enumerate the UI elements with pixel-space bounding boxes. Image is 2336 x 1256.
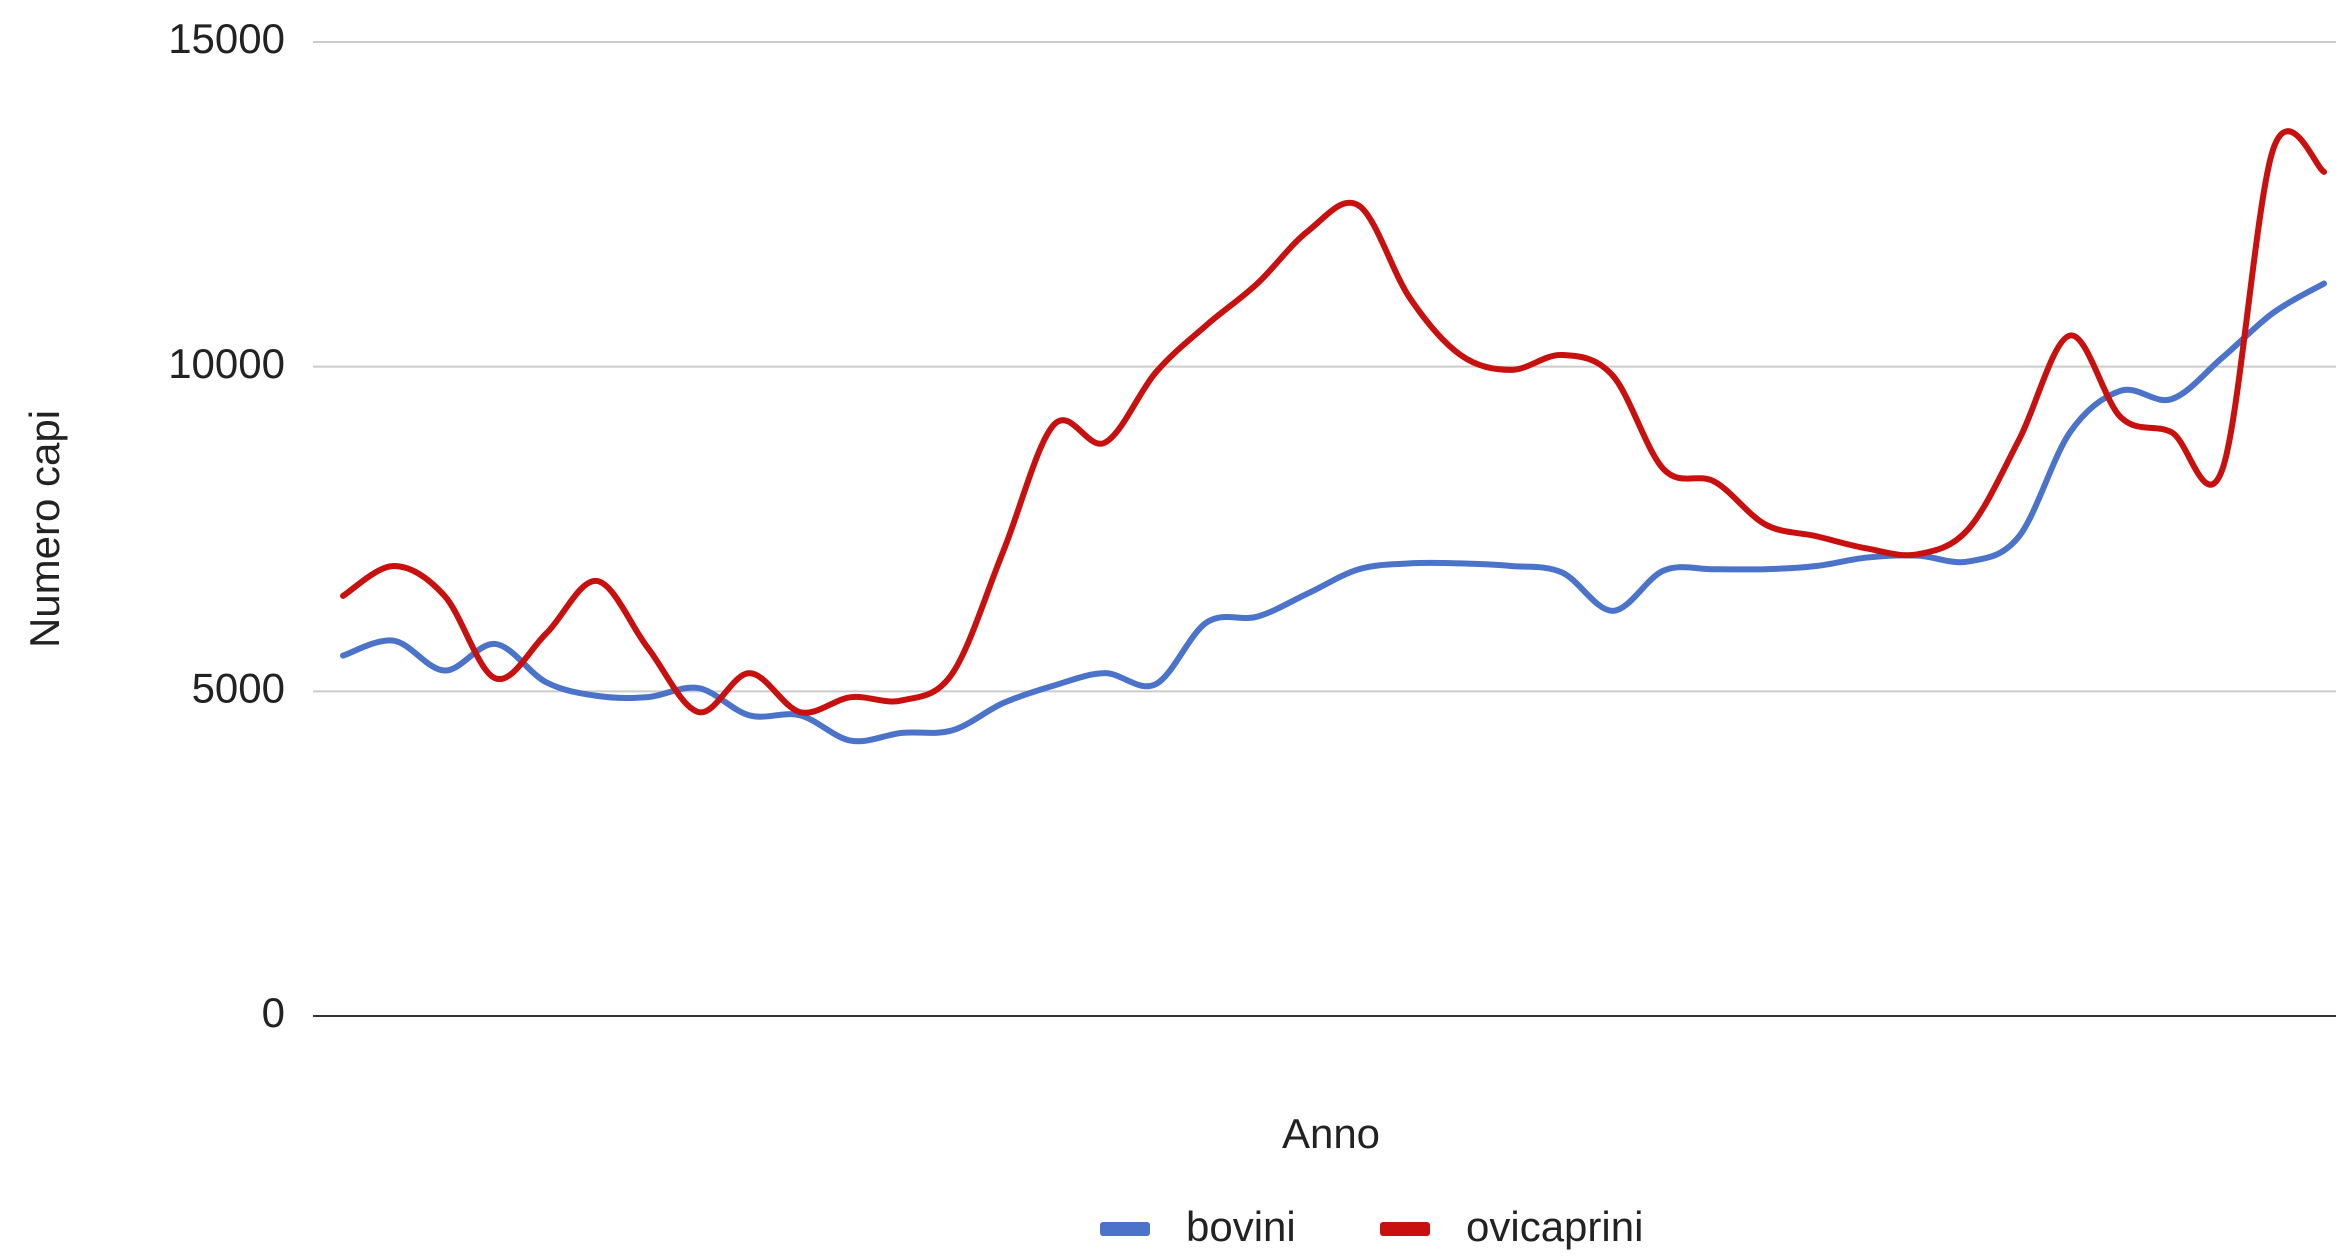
data-line: [340, 128, 2327, 716]
y-axis-title: Numero capi: [21, 410, 68, 648]
y-tick-label: 15000: [168, 15, 285, 62]
x-axis-title: Anno: [1282, 1110, 1380, 1157]
y-tick-label: 5000: [192, 664, 285, 711]
y-tick-label: 10000: [168, 340, 285, 387]
legend-swatch: [1380, 1222, 1430, 1236]
data-line: [340, 280, 2327, 745]
y-tick-label: 0: [262, 989, 285, 1036]
legend-label: bovini: [1186, 1203, 1296, 1250]
legend-label: ovicaprini: [1466, 1203, 1643, 1250]
legend-swatch: [1100, 1222, 1150, 1236]
